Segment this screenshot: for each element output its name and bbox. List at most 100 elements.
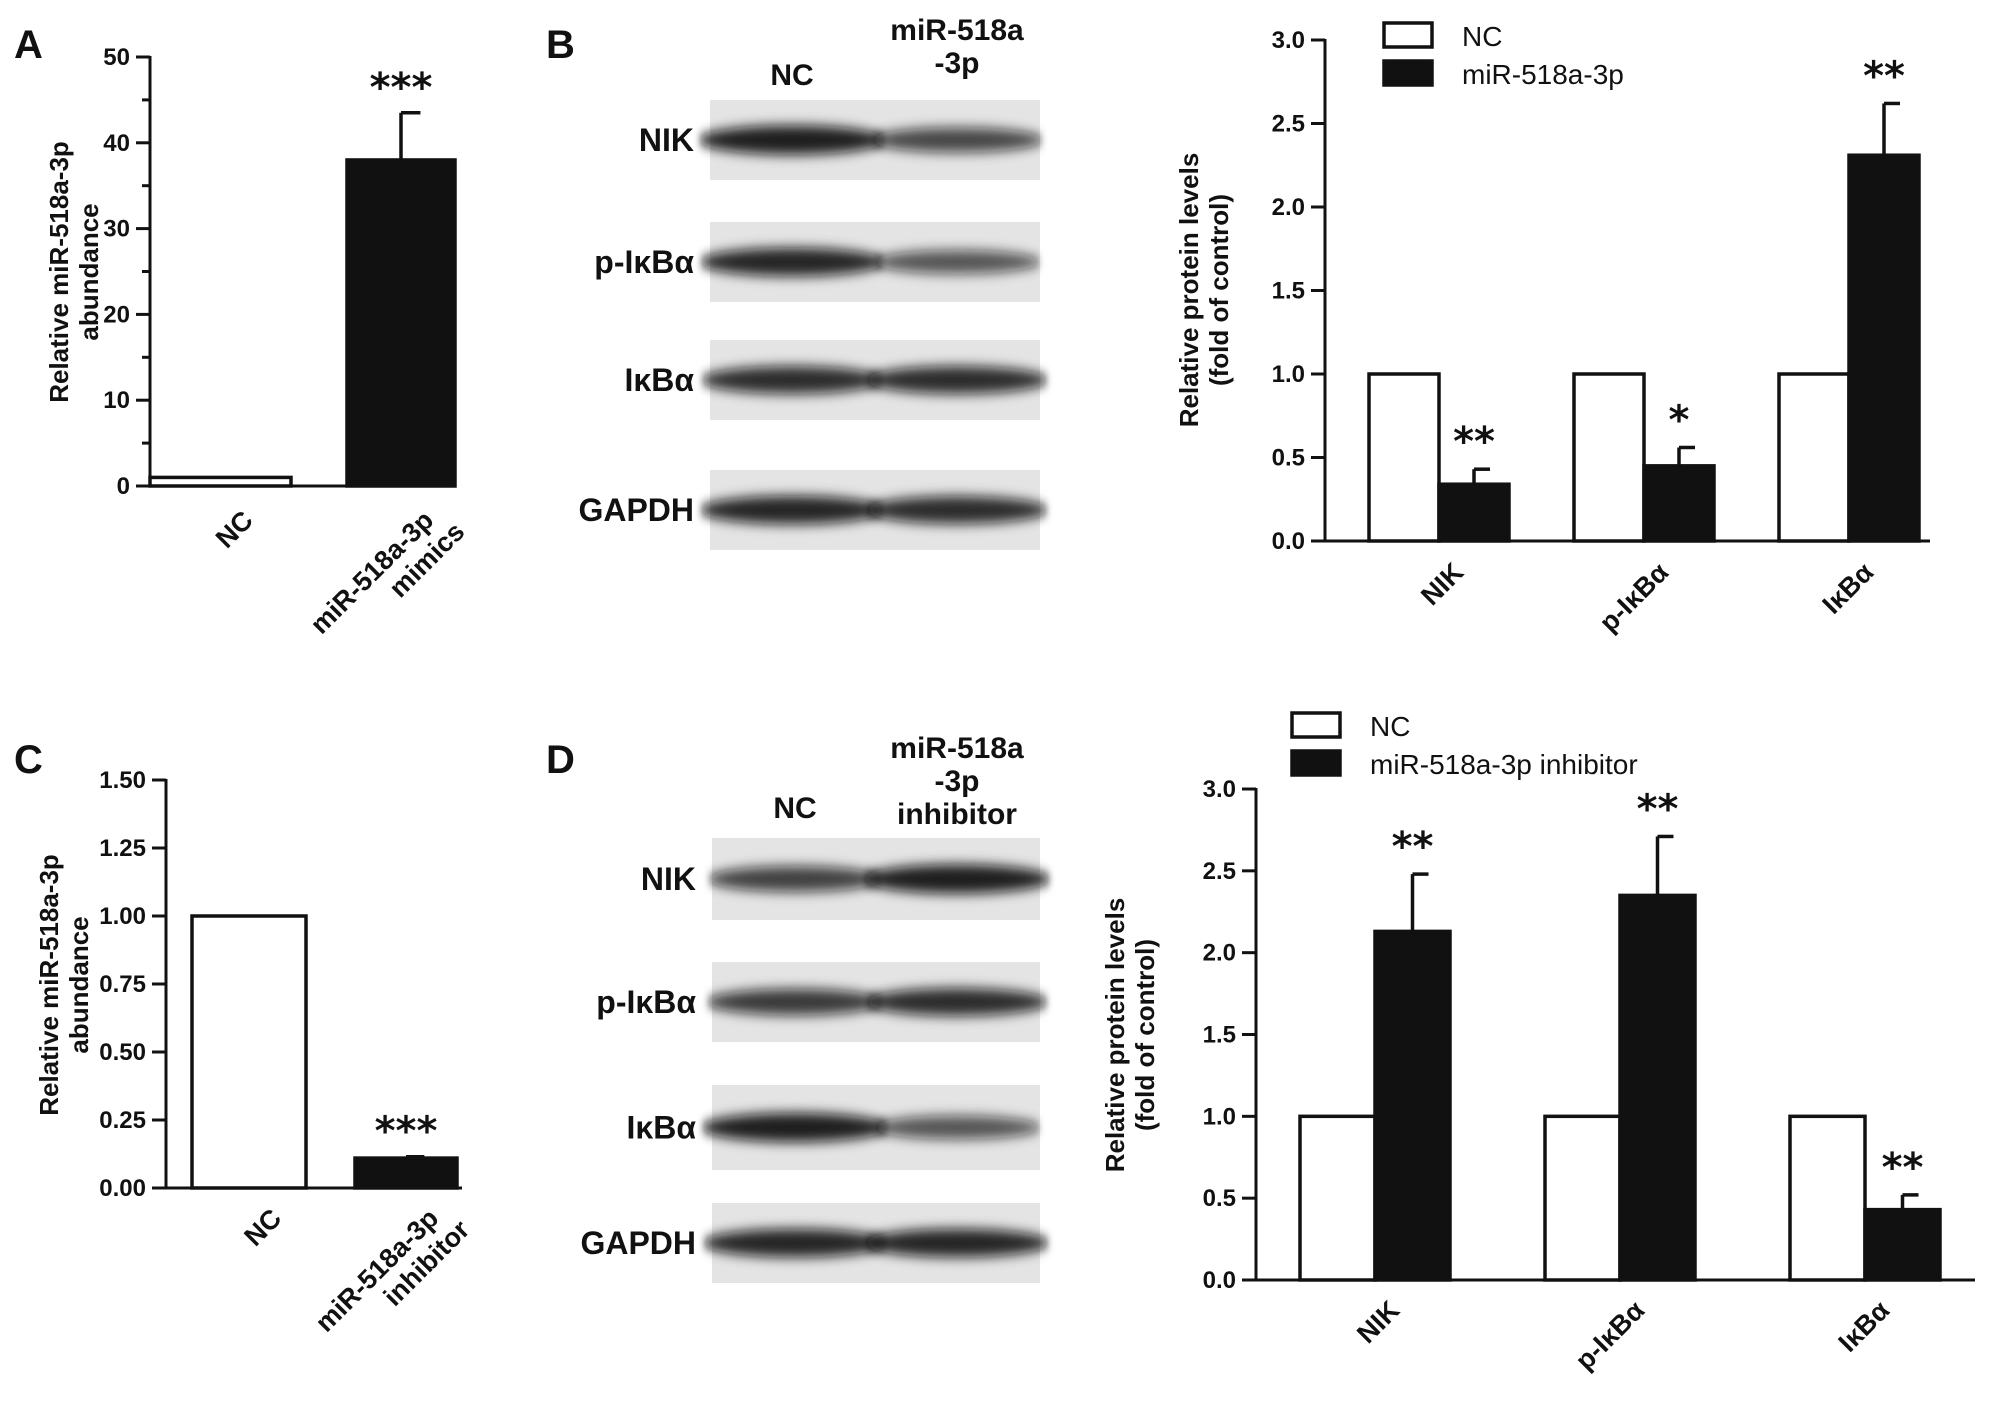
panel-letter-c: C — [14, 738, 43, 782]
x-category-label-line: NC — [238, 1203, 287, 1252]
x-category-label: miR-518a-3pmimics — [304, 495, 470, 661]
panel-letter-a: A — [14, 23, 43, 67]
bar — [353, 1156, 459, 1190]
bar — [1373, 929, 1452, 1282]
y-tick-label: 2.0 — [1272, 194, 1305, 221]
y-tick-label: 40 — [103, 130, 130, 157]
blot-lane-header-line: NC — [773, 792, 816, 825]
y-tick-label: 0.50 — [99, 1039, 146, 1066]
y-tick-label: 30 — [103, 216, 130, 243]
y-tick-label: 3.0 — [1203, 776, 1236, 803]
y-tick-label: 0.5 — [1203, 1185, 1236, 1212]
x-category-label: p-IκBα — [1594, 557, 1675, 638]
blot-band — [865, 366, 1049, 394]
significance-marker: *** — [370, 65, 433, 111]
x-category-label: NC — [238, 1203, 287, 1252]
legend-label: miR-518a-3p inhibitor — [1370, 749, 1638, 780]
significance-marker: ** — [1637, 786, 1679, 832]
y-axis-title-line: abundance — [74, 203, 104, 340]
y-tick-label: 1.25 — [99, 835, 146, 862]
y-tick-label: 0.5 — [1272, 445, 1305, 472]
x-category-label: IκBα — [1817, 557, 1880, 620]
blot-row-label: GAPDH — [580, 1225, 696, 1261]
y-tick-label: 0.00 — [99, 1175, 146, 1202]
blot-band — [706, 988, 884, 1016]
blot-band — [864, 1228, 1050, 1258]
bar — [1847, 153, 1921, 543]
blot-lane-header-line: NC — [770, 59, 813, 92]
blot-band — [698, 125, 886, 155]
blot-band — [863, 864, 1051, 894]
blot-band — [699, 495, 885, 525]
panel-letter-b: B — [546, 23, 575, 67]
bar — [1298, 1114, 1377, 1282]
x-category-label: p-IκBα — [1570, 1295, 1651, 1376]
x-category-label: NIK — [1415, 557, 1469, 611]
blot-row-label: IκBα — [624, 362, 694, 398]
y-axis-title-line: abundance — [64, 916, 94, 1053]
blot-band — [873, 1115, 1041, 1140]
blot-lane-header: miR-518a -3p — [890, 14, 1024, 80]
bar — [1788, 1114, 1867, 1282]
blot-lane-header: NC — [770, 59, 813, 92]
chart-d: 0.0 0.5 1.0 1.5 2.0 2.5 3.0 Relative protein le… — [1100, 711, 1975, 1376]
y-tick-label: 10 — [103, 387, 130, 414]
y-tick-label: 2.5 — [1272, 111, 1305, 138]
panel-letter-d: D — [546, 738, 575, 782]
y-axis-title-line: Relative protein levels — [1100, 898, 1130, 1173]
y-tick-label: 0.0 — [1203, 1267, 1236, 1294]
y-axis-title-line: Relative miR-518a-3p — [34, 854, 64, 1116]
y-tick-label: 2.5 — [1203, 858, 1236, 885]
y-tick-label: 0.0 — [1272, 528, 1305, 555]
western-blot-b: NC miR-518a -3p NIK p-IκBα IκBα GAPDH — [578, 14, 1049, 550]
blot-band — [870, 127, 1044, 153]
y-tick-label: 0.25 — [99, 1107, 146, 1134]
blot-lane-header-line: miR-518a — [890, 14, 1024, 47]
legend-swatch — [1382, 59, 1434, 87]
y-tick-label: 1.0 — [1272, 361, 1305, 388]
blot-row-label: p-IκBα — [596, 984, 696, 1020]
bar — [1863, 1207, 1942, 1282]
bar — [190, 914, 308, 1190]
blot-lane-header-line: inhibitor — [897, 798, 1017, 831]
significance-marker: * — [1669, 397, 1690, 443]
blot-lane-header-line: -3p — [935, 765, 980, 798]
bar — [1642, 464, 1716, 543]
blot-lane-header-line: -3p — [935, 47, 980, 80]
significance-marker: ** — [1882, 1145, 1924, 1191]
blot-band — [873, 250, 1041, 274]
y-tick-label: 3.0 — [1272, 27, 1305, 54]
y-axis-title-line: Relative miR-518a-3p — [44, 141, 74, 403]
y-tick-label: 1.5 — [1272, 278, 1305, 305]
y-tick-label: 1.00 — [99, 903, 146, 930]
y-tick-label: 1.5 — [1203, 1022, 1236, 1049]
significance-marker: *** — [375, 1109, 438, 1155]
legend-label: NC — [1370, 711, 1410, 742]
y-axis-title-line: Relative protein levels — [1174, 153, 1204, 428]
western-blot-d: NC miR-518a -3p inhibitor NIK p-IκBα IκBα GAPDH — [580, 732, 1051, 1283]
blot-band — [702, 1228, 888, 1258]
significance-marker: ** — [1453, 419, 1495, 465]
blot-lane-header: miR-518a -3p inhibitor — [890, 732, 1024, 831]
chart-a: 0 10 20 30 40 50 Relative miR-518a-3pabundance… — [44, 44, 470, 661]
y-axis-title-line: (fold of control) — [1130, 939, 1160, 1131]
blot-lane-header: NC — [773, 792, 816, 825]
y-tick-label: 0.75 — [99, 971, 146, 998]
y-tick-label: 1.50 — [99, 767, 146, 794]
y-tick-label: 0 — [117, 473, 130, 500]
bar — [1437, 482, 1511, 543]
y-tick-label: 1.0 — [1203, 1103, 1236, 1130]
legend-swatch — [1290, 749, 1342, 777]
chart-b: 0.0 0.5 1.0 1.5 2.0 2.5 3.0 Relative protein le… — [1174, 21, 1930, 638]
y-tick-label: 2.0 — [1203, 940, 1236, 967]
blot-band — [865, 988, 1049, 1016]
blot-band — [865, 496, 1049, 524]
bar — [1777, 372, 1851, 543]
blot-band — [707, 866, 883, 892]
bar — [1618, 893, 1697, 1282]
legend-swatch — [1382, 21, 1434, 49]
blot-band — [700, 366, 884, 394]
x-category-label: miR-518a-3pinhibitor — [309, 1193, 475, 1359]
significance-marker: ** — [1863, 53, 1905, 99]
